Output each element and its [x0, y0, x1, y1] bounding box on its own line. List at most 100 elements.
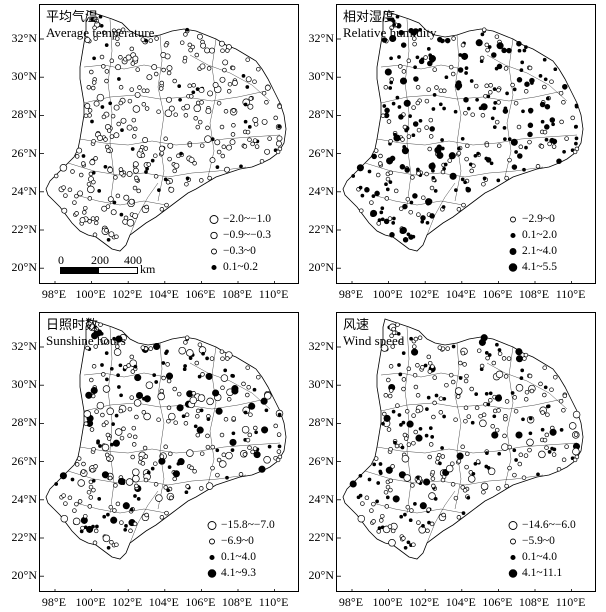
station-point	[501, 443, 509, 451]
station-point	[165, 362, 170, 367]
station-point	[514, 150, 518, 154]
station-point	[111, 28, 117, 33]
station-point	[119, 435, 125, 441]
station-point	[70, 169, 75, 174]
station-point	[388, 86, 393, 90]
station-point	[406, 58, 412, 64]
scale-label-200: 200	[91, 253, 109, 267]
station-point	[416, 167, 420, 172]
station-point	[225, 48, 230, 53]
station-point	[409, 200, 414, 205]
station-point	[389, 56, 393, 61]
station-point	[167, 465, 172, 469]
station-point	[471, 163, 476, 169]
station-point	[461, 52, 469, 60]
station-point	[464, 373, 469, 379]
station-point	[398, 338, 404, 343]
station-point	[219, 76, 226, 83]
station-point	[135, 391, 144, 400]
y-tick-label: 30°N	[308, 69, 334, 84]
station-point	[479, 59, 484, 64]
station-point	[385, 484, 391, 490]
station-point	[389, 155, 396, 162]
station-point	[384, 68, 392, 76]
station-point	[502, 108, 509, 114]
legend-symbol	[211, 264, 217, 271]
station-point	[114, 428, 123, 436]
station-point	[117, 477, 126, 485]
station-point	[185, 176, 190, 181]
station-point	[143, 412, 151, 421]
station-point	[403, 436, 409, 441]
station-point	[470, 112, 475, 117]
station-point	[90, 85, 96, 91]
station-point	[364, 187, 370, 193]
station-point	[231, 387, 239, 395]
station-point	[67, 495, 73, 501]
station-point	[538, 381, 543, 387]
station-point	[464, 66, 469, 70]
station-point	[379, 210, 384, 215]
station-point	[494, 34, 500, 39]
station-point	[130, 147, 135, 151]
station-point	[123, 194, 130, 201]
station-point	[74, 462, 80, 467]
station-point	[519, 68, 524, 72]
legend-symbol-circle	[510, 554, 516, 561]
station-point	[96, 93, 105, 102]
station-point	[86, 85, 92, 90]
station-point	[564, 136, 569, 141]
station-point	[209, 356, 215, 361]
y-tick-label: 20°N	[308, 260, 334, 275]
station-point	[119, 393, 123, 398]
station-point	[166, 70, 172, 76]
station-point	[131, 117, 137, 123]
station-point	[130, 61, 136, 66]
map-frame: 风速 Wind speed −14.6~−6.0 −5.9~0 0.1~4.0 …	[336, 312, 596, 592]
station-point	[179, 151, 183, 156]
station-point	[112, 336, 116, 341]
station-point	[194, 52, 200, 58]
station-point	[460, 42, 466, 48]
station-point	[466, 106, 471, 111]
station-point	[84, 37, 91, 43]
station-point	[421, 195, 426, 200]
station-point	[486, 94, 491, 99]
station-point	[574, 141, 578, 146]
station-point	[527, 107, 534, 114]
station-point	[74, 154, 80, 159]
station-point	[415, 393, 421, 398]
station-point	[538, 74, 543, 78]
x-tick-label: 108°E	[221, 595, 253, 609]
station-point	[114, 234, 119, 239]
station-point	[243, 119, 248, 124]
station-point	[143, 146, 149, 151]
station-point	[276, 449, 282, 454]
station-point	[389, 232, 395, 238]
station-point	[153, 153, 158, 158]
legend-label: 4.1~11.1	[522, 567, 563, 579]
station-point	[426, 354, 432, 360]
station-point	[524, 389, 530, 395]
station-point	[401, 420, 406, 425]
station-point	[159, 454, 165, 459]
station-point	[141, 410, 147, 415]
station-point	[106, 512, 110, 517]
station-point	[484, 83, 489, 89]
station-point	[132, 468, 140, 476]
station-point	[118, 408, 124, 414]
station-point	[116, 121, 121, 127]
station-point	[385, 466, 393, 474]
station-point	[369, 508, 374, 513]
station-point	[173, 112, 178, 117]
station-point	[433, 497, 438, 501]
station-point	[241, 425, 250, 434]
station-point	[521, 475, 527, 480]
station-point	[461, 202, 466, 208]
station-point	[77, 479, 85, 487]
station-point	[402, 237, 409, 243]
station-point	[216, 149, 222, 155]
station-point	[435, 456, 441, 461]
station-point	[415, 408, 421, 414]
station-point	[420, 219, 425, 224]
